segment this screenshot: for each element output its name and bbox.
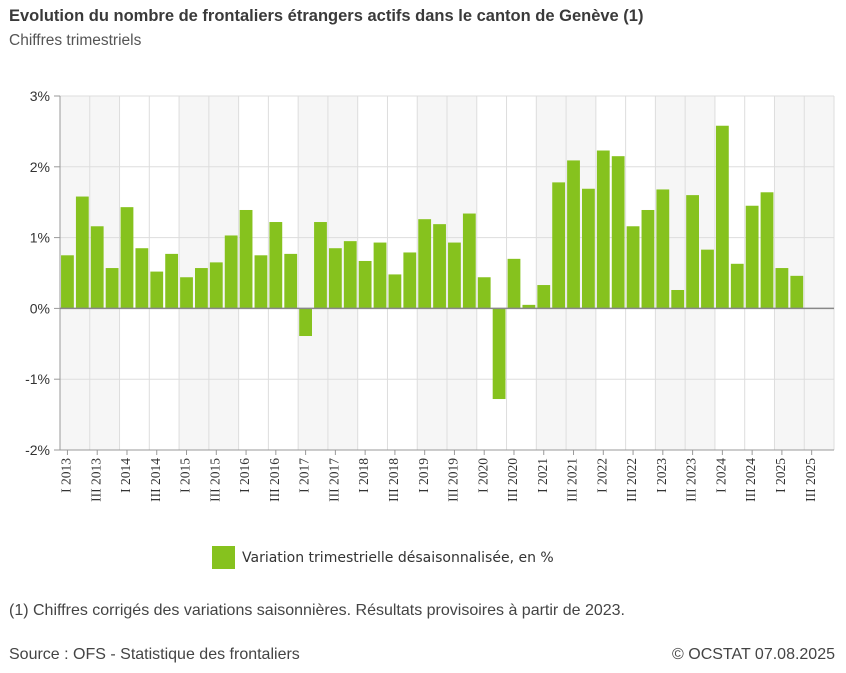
- bar: [492, 308, 506, 400]
- y-tick-label: 2%: [30, 159, 50, 175]
- x-tick-label: III 2024: [743, 458, 758, 502]
- x-tick-label: I 2013: [59, 458, 74, 493]
- x-tick-label: I 2015: [178, 458, 193, 493]
- bar: [373, 242, 387, 309]
- bar: [760, 192, 774, 309]
- x-tick-label: I 2021: [535, 458, 550, 493]
- x-tick-label: I 2020: [475, 458, 490, 493]
- x-tick-label: I 2023: [654, 458, 669, 493]
- bar: [90, 226, 104, 309]
- bar: [299, 308, 312, 337]
- bar: [120, 207, 134, 309]
- bar-chart: -2% -1% 0% 1% 2% 3% I 2013 III 2013 I 2014 III 2…: [25, 88, 835, 502]
- bar: [269, 222, 283, 309]
- x-tick-label: I 2016: [237, 458, 252, 493]
- y-axis-ticks: -2% -1% 0% 1% 2% 3%: [25, 88, 60, 458]
- x-tick-label: III 2020: [505, 458, 520, 502]
- bar: [75, 196, 89, 309]
- bar: [195, 268, 208, 309]
- bar: [388, 274, 402, 309]
- x-tick-label: I 2014: [118, 458, 133, 493]
- bars: [61, 125, 804, 400]
- bar: [582, 188, 595, 309]
- chart-subtitle: Chiffres trimestriels: [9, 32, 142, 49]
- x-tick-label: I 2017: [297, 458, 312, 493]
- bar: [180, 277, 193, 309]
- bar: [775, 268, 789, 309]
- bar: [448, 242, 461, 309]
- bar: [671, 289, 685, 309]
- bar: [567, 160, 580, 309]
- bar: [165, 253, 179, 309]
- grid-lines: [59, 95, 835, 451]
- bar: [150, 271, 164, 309]
- bar: [358, 260, 372, 309]
- source-note: Source : OFS - Statistique des frontalie…: [9, 646, 300, 663]
- y-tick-label: 3%: [30, 88, 50, 104]
- bar: [611, 156, 625, 309]
- bar: [537, 285, 551, 309]
- bar: [418, 219, 432, 309]
- bar: [209, 262, 223, 309]
- x-axis-ticks: I 2013 III 2013 I 2014 III 2014 I 2015 III 20…: [59, 450, 818, 502]
- bar: [61, 255, 74, 309]
- bar: [715, 125, 729, 309]
- x-tick-label: I 2024: [713, 458, 728, 493]
- x-tick-label: III 2013: [88, 458, 103, 502]
- x-tick-label: I 2025: [773, 458, 788, 493]
- bar: [224, 235, 238, 309]
- bar: [507, 258, 521, 309]
- x-tick-label: III 2017: [326, 458, 341, 502]
- bar: [462, 213, 476, 309]
- legend-label: Variation trimestrielle désaisonnalisée,…: [242, 549, 554, 566]
- bar: [328, 248, 342, 309]
- bar: [522, 304, 536, 309]
- bar: [314, 222, 327, 309]
- x-tick-label: I 2022: [594, 458, 609, 493]
- chart-title: Evolution du nombre de frontaliers étran…: [9, 7, 644, 25]
- bar: [656, 189, 670, 309]
- x-tick-label: I 2019: [416, 458, 431, 493]
- bar: [596, 150, 610, 309]
- legend[interactable]: Variation trimestrielle désaisonnalisée,…: [212, 546, 554, 569]
- y-tick-label: 0%: [30, 300, 50, 316]
- bar: [239, 209, 253, 309]
- x-tick-label: III 2018: [386, 458, 401, 502]
- bar: [135, 248, 149, 309]
- bar: [701, 249, 714, 309]
- y-tick-label: -1%: [25, 371, 50, 387]
- bar: [552, 182, 566, 309]
- bar: [105, 268, 119, 309]
- bar: [254, 255, 268, 309]
- bar: [403, 252, 417, 309]
- x-tick-label: III 2021: [565, 458, 580, 502]
- bar: [790, 275, 804, 309]
- bar: [641, 209, 655, 309]
- bar: [284, 253, 298, 309]
- x-tick-label: III 2016: [267, 458, 282, 502]
- bar: [477, 277, 491, 309]
- bar: [433, 224, 446, 309]
- x-tick-label: III 2023: [684, 458, 699, 502]
- bar: [626, 226, 640, 309]
- bar: [730, 263, 744, 309]
- x-tick-label: III 2019: [446, 458, 461, 502]
- x-tick-label: III 2015: [207, 458, 222, 502]
- x-tick-label: III 2022: [624, 458, 639, 502]
- y-tick-label: -2%: [25, 442, 50, 458]
- legend-swatch: [212, 546, 235, 569]
- bar: [686, 195, 699, 309]
- x-tick-label: III 2014: [148, 458, 163, 502]
- x-tick-label: III 2025: [803, 458, 818, 502]
- bar: [343, 241, 357, 309]
- x-tick-label: I 2018: [356, 458, 371, 493]
- bar: [745, 205, 759, 309]
- y-tick-label: 1%: [30, 230, 50, 246]
- footnote: (1) Chiffres corrigés des variations sai…: [9, 602, 625, 619]
- copyright-note: © OCSTAT 07.08.2025: [672, 646, 835, 663]
